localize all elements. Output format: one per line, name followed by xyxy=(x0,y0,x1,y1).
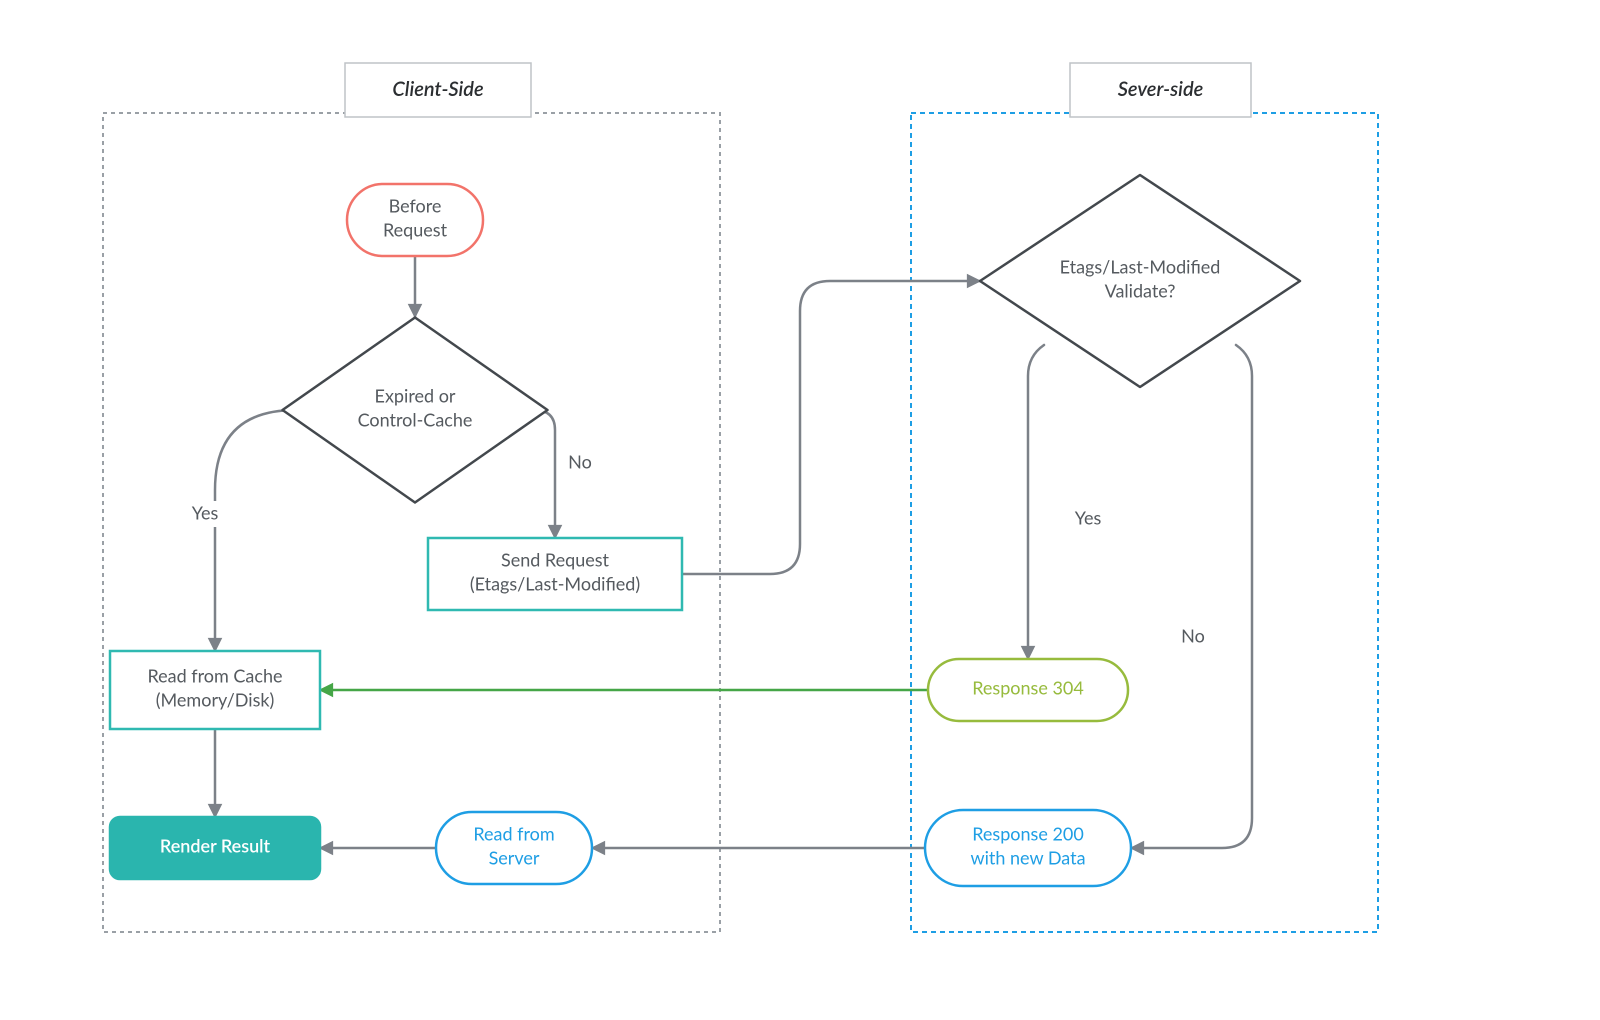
edge-e6 xyxy=(1028,345,1044,659)
node-read_server-line0: Read from xyxy=(473,823,554,845)
node-etag_validate-line0: Etags/Last-Modified xyxy=(1060,256,1221,278)
node-render_result-line0: Render Result xyxy=(160,835,271,857)
node-etag_validate-line1: Validate? xyxy=(1105,280,1176,302)
node-render_result: Render Result xyxy=(110,817,320,879)
edge-e5 xyxy=(682,281,980,574)
node-response_304-line0: Response 304 xyxy=(972,677,1084,699)
client-panel-title: Client-Side xyxy=(392,77,483,101)
node-expired_decision-line1: Control-Cache xyxy=(358,409,473,431)
edge-e7 xyxy=(1131,345,1252,848)
node-expired_decision-line0: Expired or xyxy=(375,385,456,407)
edge-label-e7: No xyxy=(1181,625,1205,647)
flowchart-canvas: Client-SideSever-sideYesNoYesNoBeforeReq… xyxy=(0,0,1600,1020)
node-before_request-line0: Before xyxy=(389,195,442,217)
edge-e3 xyxy=(534,410,555,538)
node-response_200: Response 200with new Data xyxy=(925,810,1131,886)
node-response_200-line0: Response 200 xyxy=(972,823,1084,845)
node-read_server: Read fromServer xyxy=(436,812,592,884)
node-before_request: BeforeRequest xyxy=(347,184,483,256)
node-send_request: Send Request(Etags/Last-Modified) xyxy=(428,538,682,610)
node-read_cache: Read from Cache(Memory/Disk) xyxy=(110,651,320,729)
node-read_cache-line0: Read from Cache xyxy=(147,665,282,687)
node-send_request-line0: Send Request xyxy=(501,549,610,571)
node-response_200-line1: with new Data xyxy=(970,847,1085,869)
server-panel-title: Sever-side xyxy=(1118,77,1204,101)
edge-label-e2: Yes xyxy=(192,502,219,524)
node-before_request-line1: Request xyxy=(383,219,448,241)
node-etag_validate: Etags/Last-ModifiedValidate? xyxy=(980,175,1300,387)
node-read_cache-line1: (Memory/Disk) xyxy=(156,689,275,711)
node-expired_decision: Expired orControl-Cache xyxy=(283,318,548,503)
edge-label-e3: No xyxy=(568,451,592,473)
node-send_request-line1: (Etags/Last-Modified) xyxy=(470,573,640,595)
edge-label-e6: Yes xyxy=(1075,507,1102,529)
nodes-layer: BeforeRequest Expired orControl-Cache Send… xyxy=(110,175,1300,886)
node-response_304: Response 304 xyxy=(928,659,1128,721)
edge-e2 xyxy=(215,410,296,651)
node-read_server-line1: Server xyxy=(489,847,540,869)
